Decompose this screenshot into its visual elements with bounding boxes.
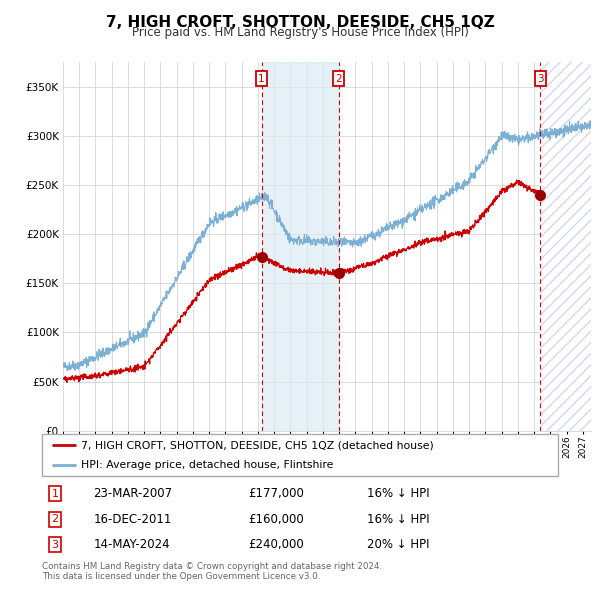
Text: 3: 3 xyxy=(52,540,58,550)
Text: 2: 2 xyxy=(52,514,58,525)
Text: HPI: Average price, detached house, Flintshire: HPI: Average price, detached house, Flin… xyxy=(80,460,333,470)
Text: £160,000: £160,000 xyxy=(248,513,304,526)
Text: 7, HIGH CROFT, SHOTTON, DEESIDE, CH5 1QZ: 7, HIGH CROFT, SHOTTON, DEESIDE, CH5 1QZ xyxy=(106,15,494,30)
Text: 1: 1 xyxy=(52,489,58,499)
Text: £177,000: £177,000 xyxy=(248,487,304,500)
Text: 16% ↓ HPI: 16% ↓ HPI xyxy=(367,513,430,526)
Text: 2: 2 xyxy=(335,74,342,84)
Text: 14-MAY-2024: 14-MAY-2024 xyxy=(94,538,170,551)
Text: 7, HIGH CROFT, SHOTTON, DEESIDE, CH5 1QZ (detached house): 7, HIGH CROFT, SHOTTON, DEESIDE, CH5 1QZ… xyxy=(80,440,433,450)
Text: 23-MAR-2007: 23-MAR-2007 xyxy=(94,487,173,500)
Text: 20% ↓ HPI: 20% ↓ HPI xyxy=(367,538,430,551)
Bar xyxy=(540,62,591,431)
Text: £240,000: £240,000 xyxy=(248,538,304,551)
FancyBboxPatch shape xyxy=(42,434,558,476)
Text: Contains HM Land Registry data © Crown copyright and database right 2024.
This d: Contains HM Land Registry data © Crown c… xyxy=(42,562,382,581)
Text: 1: 1 xyxy=(258,74,265,84)
Text: 16-DEC-2011: 16-DEC-2011 xyxy=(94,513,172,526)
Text: 3: 3 xyxy=(537,74,544,84)
Text: 16% ↓ HPI: 16% ↓ HPI xyxy=(367,487,430,500)
Text: Price paid vs. HM Land Registry's House Price Index (HPI): Price paid vs. HM Land Registry's House … xyxy=(131,26,469,39)
Bar xyxy=(262,62,338,431)
Bar xyxy=(540,62,591,431)
